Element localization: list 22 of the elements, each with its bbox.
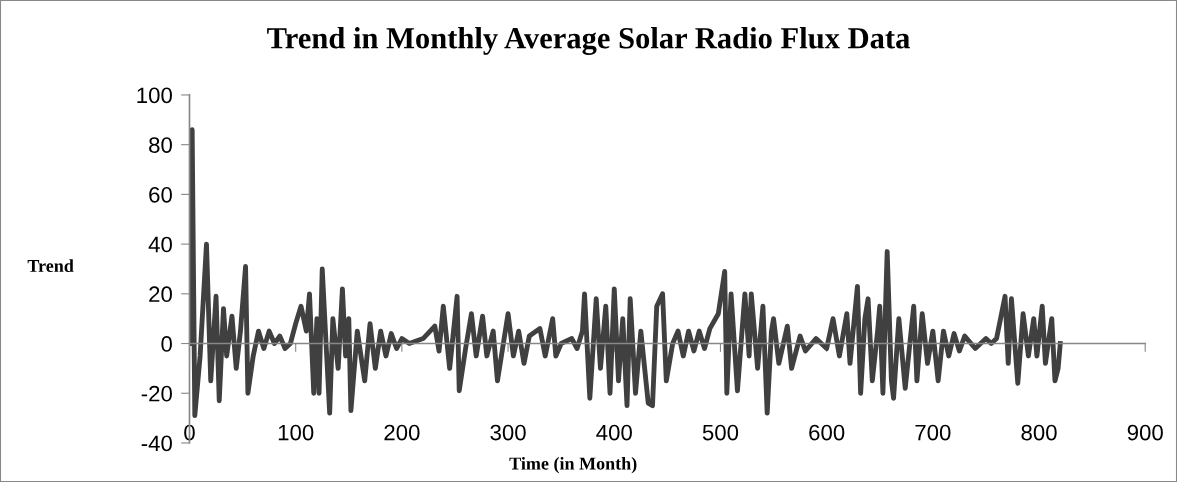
x-tick-label: 400 (596, 424, 632, 441)
y-tick-label: 40 (148, 236, 172, 253)
y-tick-label: 20 (149, 286, 172, 303)
x-tick-label: 500 (702, 424, 739, 441)
x-tick-label: 900 (1127, 424, 1163, 441)
x-tick-label: 300 (490, 424, 526, 441)
y-tick-label: 0 (161, 336, 172, 352)
y-axis-title: Trend (27, 259, 74, 273)
x-tick-label: 200 (384, 424, 420, 441)
x-tick-label: 700 (915, 424, 951, 441)
y-tick-label: 100 (137, 87, 172, 104)
y-tick-label: 60 (149, 186, 172, 203)
x-axis-title: Time (in Month) (509, 456, 637, 474)
line-series (189, 127, 1063, 419)
y-tick-label: -40 (141, 435, 172, 452)
x-tick-label: 600 (809, 424, 845, 441)
x-tick-label: 100 (278, 424, 314, 441)
x-tick-label: 0 (184, 424, 195, 441)
y-tick-label: -20 (141, 385, 172, 402)
y-tick-label: 80 (149, 137, 172, 153)
chart-title: Trend in Monthly Average Solar Radio Flux Data (267, 27, 910, 55)
x-tick-label: 800 (1021, 424, 1057, 441)
